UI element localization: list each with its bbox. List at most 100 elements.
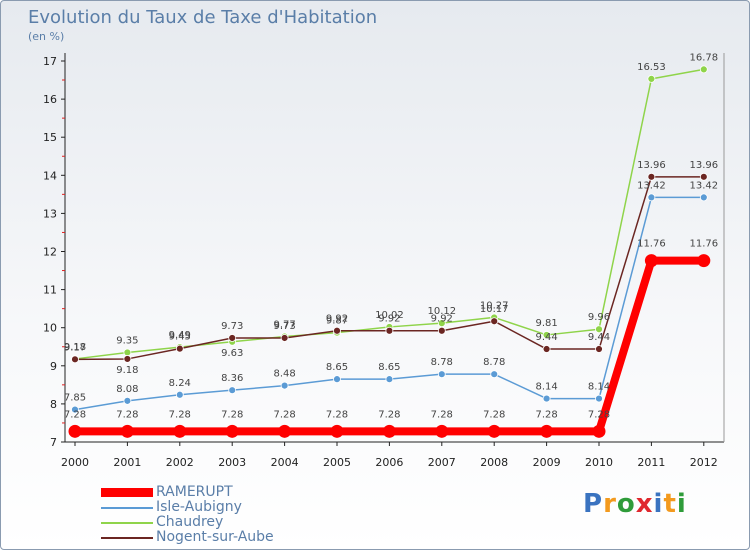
data-point-ramerupt [330,424,344,438]
data-label-isle-aubigny: 13.42 [689,180,718,191]
data-label-isle-aubigny: 8.65 [326,362,348,373]
data-label-chaudrey: 10.02 [375,310,404,321]
data-label-ramerupt: 7.28 [378,409,400,420]
data-point-ramerupt [487,424,501,438]
logo-letter: x [635,489,654,519]
data-label-chaudrey: 9.35 [116,335,138,346]
data-point-nogent-sur-aube [385,326,394,335]
data-label-isle-aubigny: 8.78 [483,357,505,368]
data-point-ramerupt [382,424,396,438]
axes: 7 8 9 10 11 12 13 14 15 16 17 2000 2001 2002 2003 2004 2… [43,53,725,469]
data-label-nogent-sur-aube: 9.73 [273,321,295,332]
data-label-isle-aubigny: 13.42 [637,180,666,191]
data-point-nogent-sur-aube [437,326,446,335]
data-label-chaudrey: 16.53 [637,62,666,73]
data-label-ramerupt: 7.28 [169,409,191,420]
data-label-ramerupt: 7.28 [588,409,610,420]
y-tick-label: 17 [43,55,57,68]
data-label-isle-aubigny: 8.24 [169,378,191,389]
data-label-chaudrey: 9.87 [326,316,348,327]
data-point-chaudrey [699,65,708,74]
x-tick-label: 2001 [113,456,141,469]
x-tick-label: 2010 [585,456,613,469]
data-point-isle-aubigny [175,390,184,399]
data-point-ramerupt [697,254,711,268]
data-point-nogent-sur-aube [71,355,79,364]
x-tick-label: 2009 [533,456,561,469]
data-point-isle-aubigny [542,394,551,403]
data-point-ramerupt [173,424,187,438]
legend-swatch-isle-aubigny [101,507,153,509]
legend-label-nogent-sur-aube: Nogent-sur-Aube [156,529,274,545]
data-label-chaudrey: 9.18 [64,342,86,353]
y-tick-label: 10 [43,322,57,335]
data-point-ramerupt [644,254,658,268]
logo-letter: i [676,489,687,519]
data-label-ramerupt: 7.28 [483,409,505,420]
data-label-chaudrey: 9.77 [273,319,295,330]
data-point-nogent-sur-aube [280,334,289,342]
data-point-ramerupt [592,424,606,438]
data-point-nogent-sur-aube [542,345,551,353]
logo-letter: o [616,489,636,519]
data-label-nogent-sur-aube: 10.17 [480,304,509,315]
data-point-isle-aubigny [647,193,656,202]
data-label-chaudrey: 9.63 [221,348,243,359]
data-label-nogent-sur-aube: 9.18 [116,365,138,376]
data-point-chaudrey [647,75,656,83]
data-point-chaudrey [437,319,446,328]
y-tick-label: 11 [43,284,57,297]
legend-swatch-nogent-sur-aube [101,537,153,539]
data-label-nogent-sur-aube: 9.92 [326,314,348,325]
legend-label-chaudrey: Chaudrey [156,514,224,530]
series-line-ramerupt [71,256,708,436]
proxiti-logo: Proxiti [583,489,687,519]
series-layer [68,65,711,438]
data-label-ramerupt: 11.76 [637,239,666,250]
data-point-ramerupt [540,424,554,438]
data-label-nogent-sur-aube: 9.17 [64,342,86,353]
data-point-nogent-sur-aube [228,334,237,342]
x-tick-label: 2003 [218,456,246,469]
chart-title: Evolution du Taux de Taxe d'Habitation [28,7,378,28]
y-tick-label: 8 [50,398,57,411]
data-label-ramerupt: 7.28 [273,409,295,420]
data-label-nogent-sur-aube: 9.73 [221,321,243,332]
legend-swatch-chaudrey [101,522,153,524]
x-tick-label: 2008 [480,456,508,469]
data-labels: 9.18 9.35 9.49 9.63 9.77 9.87 10.02 10.12 10.27 9… [64,52,718,420]
data-label-isle-aubigny: 8.08 [116,384,138,395]
legend-swatch-ramerupt [101,488,153,497]
data-label-nogent-sur-aube: 9.92 [378,314,400,325]
y-tick-label: 16 [43,93,57,106]
x-tick-label: 2006 [375,456,403,469]
data-label-isle-aubigny: 8.36 [221,373,243,384]
x-tick-label: 2000 [61,456,89,469]
data-label-isle-aubigny: 7.85 [64,393,86,404]
data-label-chaudrey: 10.27 [480,300,509,311]
y-tick-label: 13 [43,207,57,220]
data-label-chaudrey: 16.78 [689,52,718,63]
data-point-ramerupt [120,424,134,438]
data-label-nogent-sur-aube: 9.44 [588,332,610,343]
data-point-nogent-sur-aube [647,172,656,181]
data-label-ramerupt: 7.28 [221,409,243,420]
data-point-nogent-sur-aube [595,345,603,353]
x-tick-label: 2012 [690,456,718,469]
data-label-ramerupt: 11.76 [689,239,718,250]
data-label-isle-aubigny: 8.48 [273,369,295,380]
data-label-chaudrey: 9.49 [169,330,191,341]
data-label-nogent-sur-aube: 9.44 [535,332,557,343]
data-point-ramerupt [68,424,82,438]
data-point-isle-aubigny [437,370,446,379]
data-point-chaudrey [123,348,132,357]
data-point-isle-aubigny [228,386,237,395]
data-label-ramerupt: 7.28 [431,409,453,420]
data-label-ramerupt: 7.28 [326,409,348,420]
data-point-isle-aubigny [385,375,394,384]
logo-letter: r [603,489,617,519]
data-label-nogent-sur-aube: 9.92 [431,314,453,325]
data-label-ramerupt: 7.28 [116,409,138,420]
chart-subtitle: (en %) [28,30,65,43]
